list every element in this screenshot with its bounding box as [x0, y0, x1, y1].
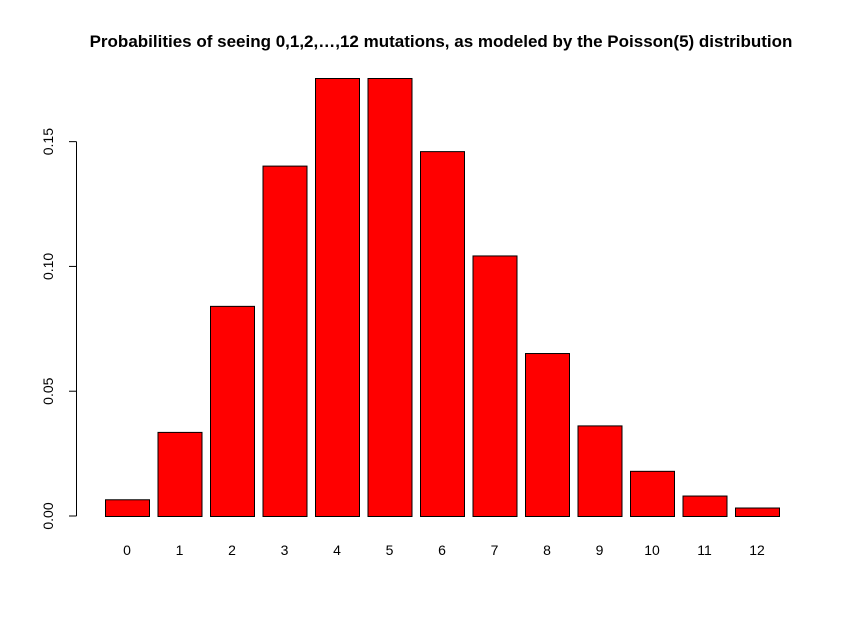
bar-9	[577, 425, 623, 517]
x-tick-labels: 0 1 2 3 4 5 6 7 8 9 10 11 12	[123, 542, 765, 558]
bar-7	[472, 255, 518, 517]
x-tick-label: 12	[749, 542, 765, 558]
x-tick-label: 4	[333, 542, 341, 558]
bar-1	[157, 431, 203, 517]
x-tick-label: 3	[281, 542, 289, 558]
x-tick-label: 10	[644, 542, 660, 558]
bar-11	[682, 495, 728, 517]
bar-5	[367, 78, 413, 517]
x-tick-label: 0	[123, 542, 131, 558]
bar-8	[525, 353, 570, 517]
y-axis: 0.00 0.05 0.10 0.15	[40, 128, 77, 530]
bar-4	[315, 78, 360, 517]
bar-10	[630, 470, 675, 518]
x-tick-label: 11	[697, 542, 712, 558]
x-tick-label: 1	[176, 542, 184, 558]
x-tick-label: 6	[438, 542, 446, 558]
x-tick-label: 5	[386, 542, 394, 558]
bar-6	[420, 151, 465, 517]
y-tick-label: 0.15	[40, 128, 56, 155]
bar-0	[105, 499, 150, 517]
x-tick-label: 2	[228, 542, 236, 558]
y-tick-label: 0.00	[40, 502, 56, 529]
bar-12	[735, 507, 780, 517]
x-tick-label: 7	[491, 542, 499, 558]
x-tick-label: 9	[596, 542, 604, 558]
y-tick-label: 0.05	[40, 377, 56, 404]
y-tick-label: 0.10	[40, 253, 56, 280]
bar-2	[210, 305, 255, 517]
bars	[105, 78, 780, 518]
chart-title: Probabilities of seeing 0,1,2,…,12 mutat…	[90, 32, 793, 51]
x-tick-label: 8	[543, 542, 551, 558]
bar-3	[262, 165, 308, 517]
